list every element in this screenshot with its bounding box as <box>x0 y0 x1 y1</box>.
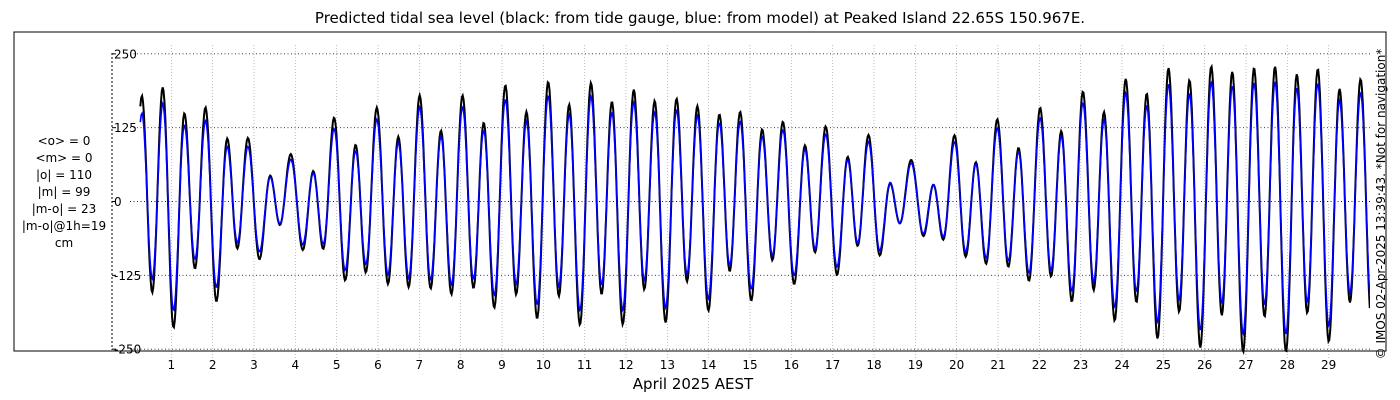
x-tick-label: 24 <box>1114 358 1129 372</box>
y-tick-label: 0 <box>114 195 122 209</box>
x-tick-label: 6 <box>374 358 382 372</box>
outer-frame <box>13 31 1387 352</box>
x-tick-label: 21 <box>990 358 1005 372</box>
statistics-panel: <o> = 0 <m> = 0 |o| = 110 |m| = 99 |m-o|… <box>0 133 128 252</box>
axes: 1 2 3 4 5 6 7 8 9 10 11 12 13 14 15 16 17 18 19 20 21 22 23 24 2… <box>111 47 1336 372</box>
stat-mean-model: <m> = 0 <box>35 151 93 165</box>
x-tick-label: 2 <box>209 358 217 372</box>
x-tick-label: 22 <box>1032 358 1047 372</box>
stat-units: cm <box>54 236 74 250</box>
x-tick-label: 8 <box>457 358 465 372</box>
x-tick-label: 28 <box>1280 358 1295 372</box>
series-observed-line <box>139 63 1370 356</box>
x-tick-label: 13 <box>660 358 675 372</box>
x-tick-label: 26 <box>1197 358 1212 372</box>
x-tick-label: 29 <box>1321 358 1336 372</box>
x-tick-label: 17 <box>825 358 840 372</box>
x-tick-label: 11 <box>577 358 592 372</box>
x-tick-label: 9 <box>498 358 506 372</box>
x-tick-label: 14 <box>701 358 716 372</box>
stat-abs-model: |m| = 99 <box>37 185 91 199</box>
x-tick-label: 20 <box>949 358 964 372</box>
stat-mean-observed: <o> = 0 <box>37 134 91 148</box>
y-tick-label: -250 <box>114 343 141 357</box>
x-tick-label: 7 <box>416 358 424 372</box>
x-tick-label: 19 <box>908 358 923 372</box>
credit-text: © IMOS 02-Apr-2025 13:39:43. *Not for na… <box>1374 48 1388 360</box>
stat-abs-difference: |m-o| = 23 <box>31 202 97 216</box>
y-tick-label: -125 <box>114 269 141 283</box>
x-tick-label: 18 <box>866 358 881 372</box>
x-tick-label: 10 <box>536 358 551 372</box>
x-tick-label: 15 <box>742 358 757 372</box>
x-tick-label: 25 <box>1156 358 1171 372</box>
series-layer <box>139 63 1370 356</box>
x-tick-label: 16 <box>784 358 799 372</box>
x-tick-label: 4 <box>292 358 300 372</box>
chart-title: Predicted tidal sea level (black: from t… <box>314 9 1086 27</box>
y-tick-label: 250 <box>114 47 137 61</box>
stat-abs-difference-1h: |m-o|@1h=19 <box>21 219 107 233</box>
x-tick-label: 3 <box>250 358 258 372</box>
x-tick-label: 12 <box>618 358 633 372</box>
y-tick-label: 125 <box>114 121 137 135</box>
x-tick-label: 5 <box>333 358 341 372</box>
stat-abs-observed: |o| = 110 <box>35 168 92 182</box>
x-axis-label: April 2025 AEST <box>632 375 754 393</box>
x-tick-label: 27 <box>1238 358 1253 372</box>
x-tick-label: 1 <box>168 358 176 372</box>
series-model-line <box>139 80 1370 337</box>
x-tick-label: 23 <box>1073 358 1088 372</box>
